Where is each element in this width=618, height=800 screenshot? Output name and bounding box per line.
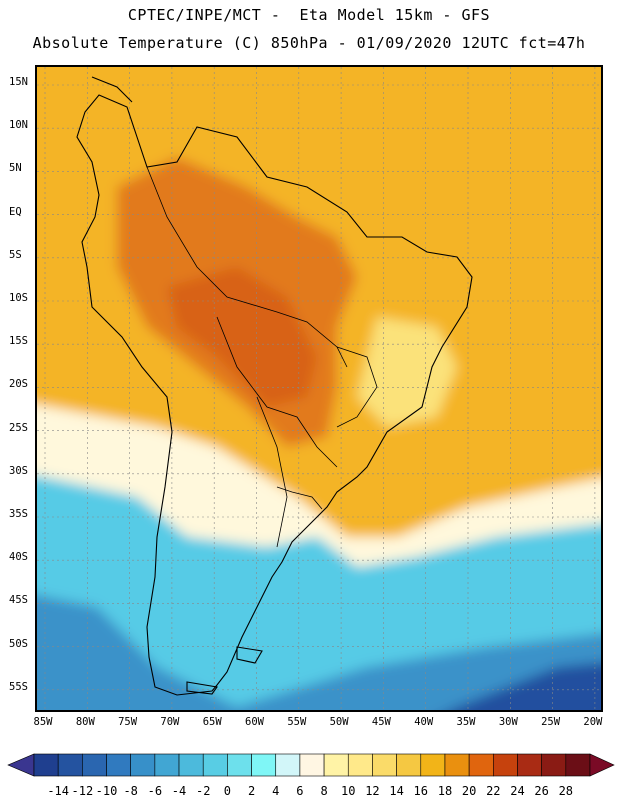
lat-label: 50S [9, 637, 28, 650]
falkland-islands [236, 646, 263, 664]
colorbar-swatch [57, 753, 83, 777]
lat-label: 20S [9, 378, 28, 391]
colorbar-swatch [323, 753, 349, 777]
colorbar-swatch [154, 753, 180, 777]
lat-label: 25S [9, 421, 28, 434]
colorbar-tick-label: 8 [320, 784, 328, 798]
temperature-colorbar [7, 753, 615, 777]
central-america-coast [91, 76, 133, 103]
lon-label: 25W [541, 716, 561, 728]
colorbar-tick-label: -6 [147, 784, 163, 798]
border-line [256, 396, 288, 548]
lat-label: 5N [9, 162, 22, 175]
lat-label: 15N [9, 76, 28, 88]
colorbar-tick-label: 28 [558, 784, 574, 798]
colorbar-tick-label: -8 [123, 784, 138, 798]
colorbar-swatch [299, 753, 325, 777]
colorbar-swatch [396, 753, 422, 777]
colorbar-tick-label: -14 [47, 784, 70, 798]
colorbar-tick-label: -12 [71, 784, 94, 798]
field-hot-core [167, 267, 317, 407]
colorbar-swatch [493, 753, 518, 777]
lon-label: 20W [583, 716, 603, 728]
lon-label: 70W [160, 716, 180, 728]
tierra-del-fuego [186, 681, 218, 695]
colorbar-swatch [251, 753, 277, 777]
lon-label: 80W [75, 716, 95, 728]
colorbar-swatch [541, 753, 567, 777]
lat-label: 45S [9, 594, 28, 607]
map-title-line-1: CPTEC/INPE/MCT - Eta Model 15km - GFS [127, 6, 491, 24]
lon-label: 55W [287, 716, 307, 728]
colorbar-swatch [227, 753, 252, 777]
colorbar-tick-label: 18 [437, 784, 453, 798]
colorbar-tick-label: 10 [341, 784, 356, 798]
colorbar-tick-label: 14 [389, 784, 404, 798]
lon-label: 30W [498, 716, 518, 728]
colorbar-tick-label: 6 [296, 784, 304, 798]
colorbar-swatch [130, 753, 156, 777]
colorbar-tick-label: -4 [171, 784, 187, 798]
colorbar-tick-label: 26 [534, 784, 549, 798]
lon-label: 75W [118, 716, 138, 728]
colorbar-tick-label: -2 [195, 784, 211, 798]
colorbar-tick-label: 24 [510, 784, 525, 798]
continent-outline [76, 76, 473, 696]
colorbar-swatch [565, 753, 591, 777]
colorbar-tick-label: 22 [486, 784, 501, 798]
colorbar-swatch [347, 753, 373, 777]
lat-label: 55S [9, 680, 28, 693]
lon-label: 50W [329, 716, 349, 728]
temperature-field [37, 67, 601, 710]
colorbar-swatch [106, 753, 131, 777]
colorbar-tick-label: 20 [461, 784, 477, 798]
lon-label: 85W [33, 716, 53, 728]
colorbar-tick-label: -10 [95, 784, 118, 798]
colorbar-tick-label: 4 [272, 784, 280, 798]
lon-label: 40W [414, 716, 434, 728]
colorbar-overflow-triangle [589, 753, 615, 777]
lat-label: 30S [9, 464, 28, 477]
lat-label: 5S [9, 248, 22, 261]
border-line [336, 346, 378, 428]
colorbar-underflow-triangle [7, 753, 35, 777]
border-line [146, 166, 348, 368]
lon-label: 60W [245, 716, 264, 728]
colorbar-tick-label: 12 [365, 784, 380, 798]
field-coldest-band [451, 662, 601, 710]
colorbar-swatch [372, 753, 397, 777]
colorbar-swatch [82, 753, 107, 777]
border-line [276, 486, 323, 510]
lat-label: 40S [9, 551, 28, 564]
colorbar-swatch [468, 753, 494, 777]
south-america-coast [76, 94, 473, 696]
lon-label: 65W [202, 716, 222, 728]
colorbar-swatch [517, 753, 542, 777]
map-title-line-2: Absolute Temperature (C) 850hPa - 01/09/… [32, 34, 586, 52]
field-colder-band [37, 595, 601, 710]
field-cold-band [37, 475, 601, 710]
temperature-map [35, 65, 603, 712]
lat-label: EQ [9, 205, 22, 218]
lat-label: 15S [9, 335, 28, 348]
lat-label: 10N [9, 119, 28, 132]
lat-label: 35S [9, 508, 28, 520]
lat-label: 10S [9, 292, 28, 304]
lon-label: 35W [456, 716, 476, 728]
colorbar-swatch [420, 753, 446, 777]
colorbar-swatch [444, 753, 470, 777]
border-line [216, 316, 338, 468]
colorbar-swatch [202, 753, 228, 777]
colorbar-tick-label: 0 [223, 784, 231, 798]
colorbar-swatch [33, 753, 59, 777]
colorbar-swatch [178, 753, 204, 777]
colorbar-tick-label: 16 [413, 784, 428, 798]
colorbar-swatch [275, 753, 301, 777]
colorbar-tick-label: 2 [247, 784, 256, 798]
lon-label: 45W [371, 716, 391, 728]
